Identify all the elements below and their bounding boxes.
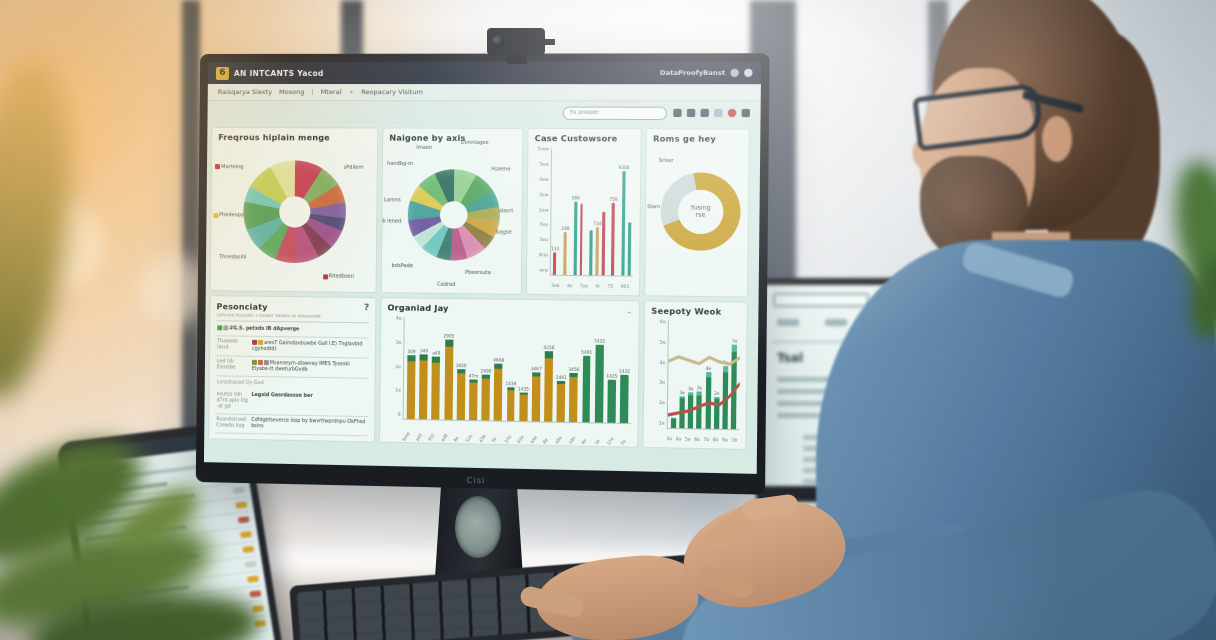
person-ear bbox=[1042, 116, 1072, 162]
office-scene: Tsal Rosajnat tels bbox=[0, 0, 1216, 640]
